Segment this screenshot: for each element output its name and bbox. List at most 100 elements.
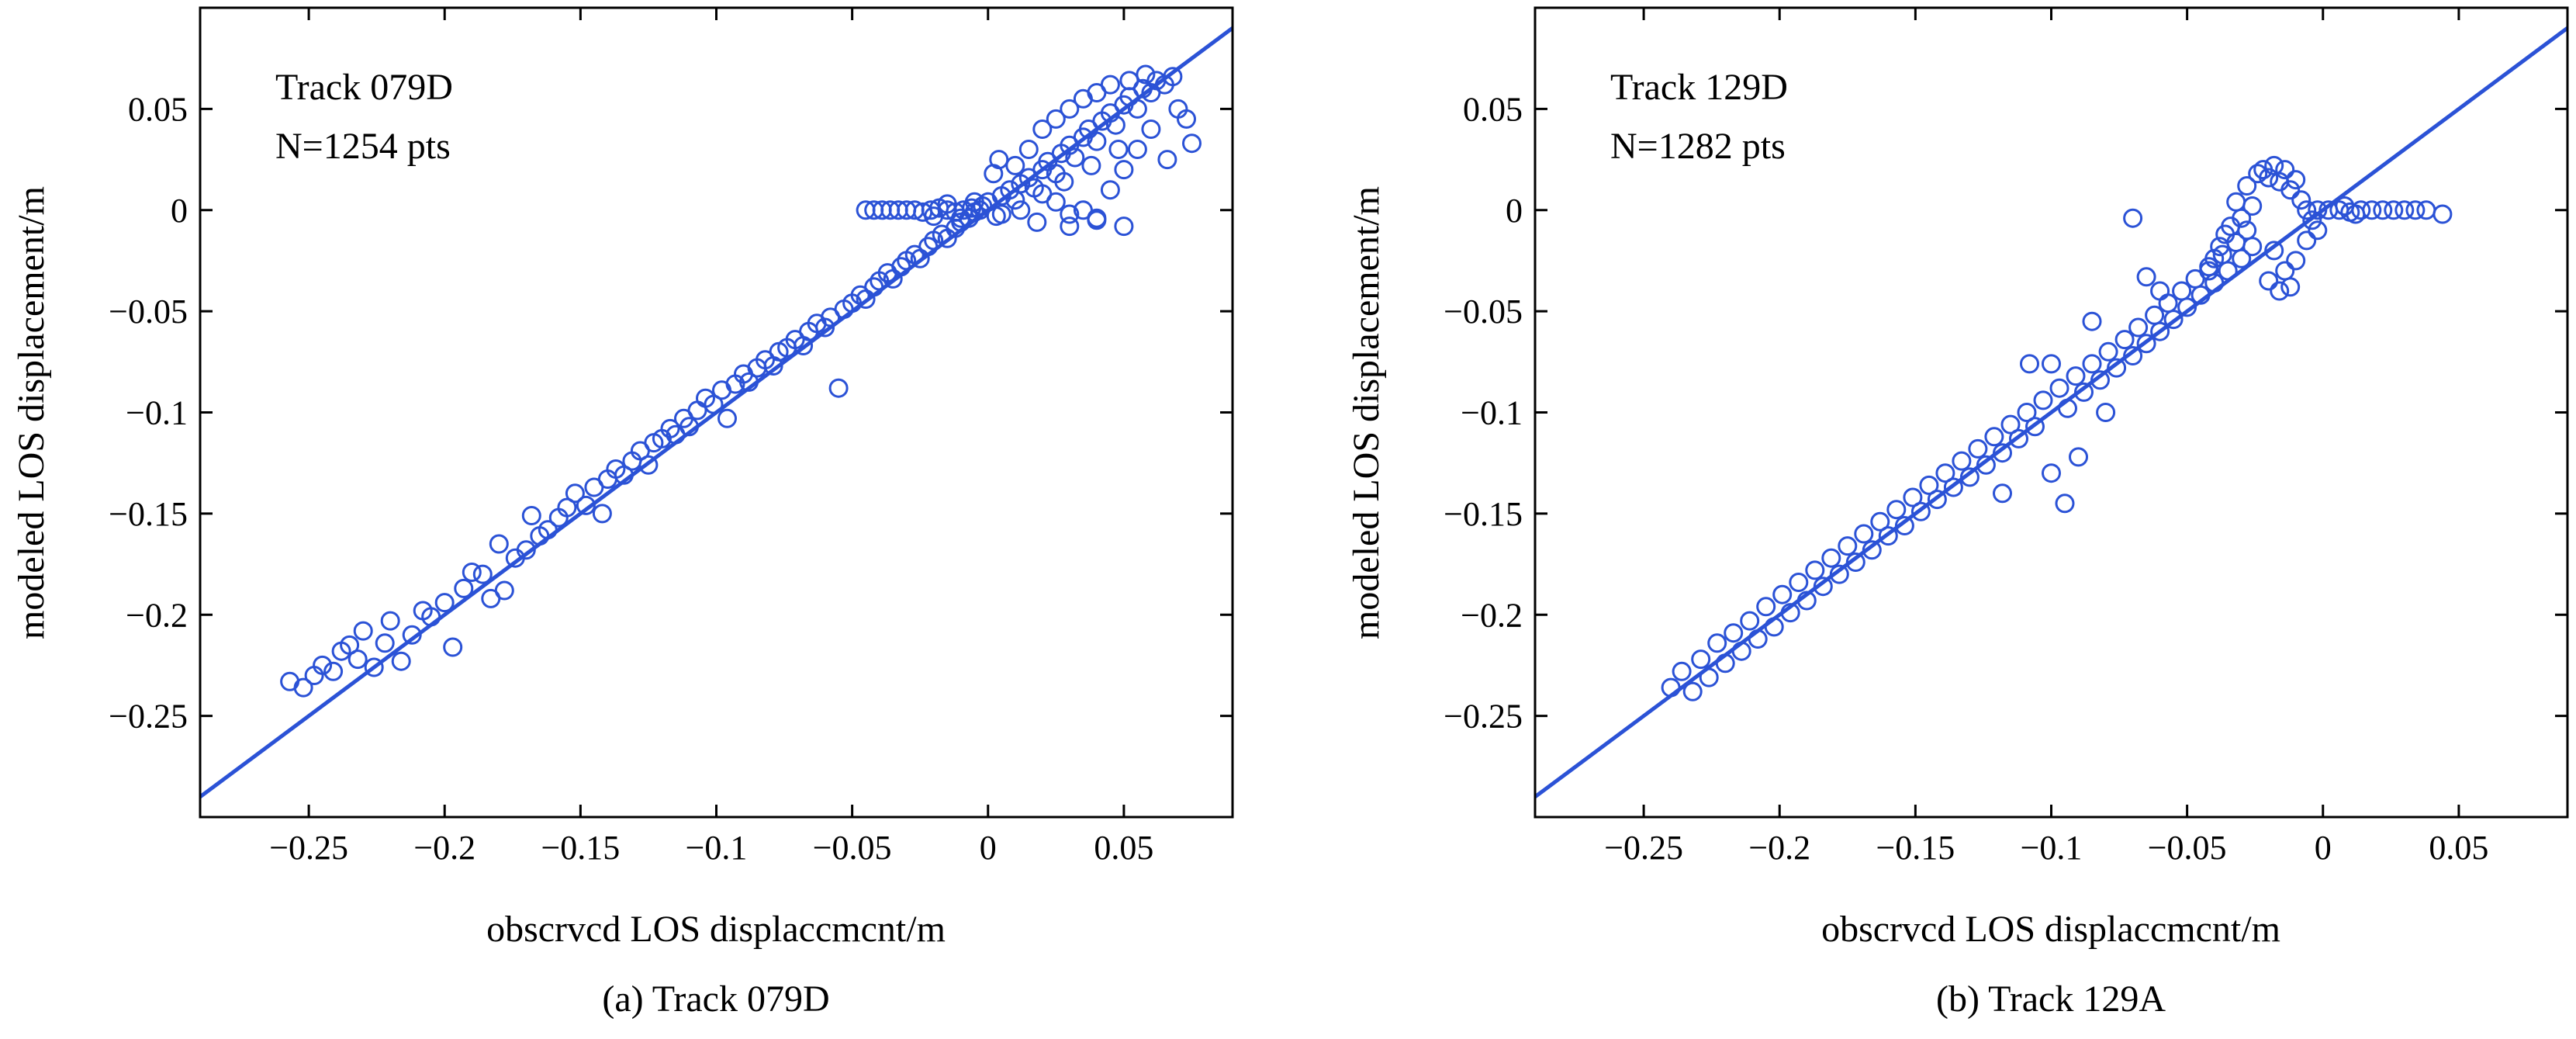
y-tick-label: −0.15 <box>1444 495 1523 533</box>
data-point <box>2270 281 2290 301</box>
data-point <box>2199 261 2219 281</box>
data-point <box>1054 171 1074 192</box>
annotation-track: Track 079D <box>275 67 453 108</box>
data-point <box>1984 427 2004 447</box>
data-point <box>2259 271 2279 291</box>
panel-caption: (a) Track 079D <box>602 978 829 1020</box>
data-point <box>1119 71 1139 91</box>
data-point <box>687 400 707 421</box>
data-point <box>494 580 514 601</box>
data-point <box>2123 208 2143 228</box>
data-point <box>353 621 373 641</box>
y-tick-label: 0 <box>171 192 188 230</box>
data-point <box>391 651 411 671</box>
data-point <box>348 649 368 670</box>
x-axis-label: obscrvcd LOS displaccmcnt/m <box>1821 909 2280 950</box>
data-point <box>2291 190 2311 210</box>
data-point <box>1081 155 1101 175</box>
x-tick-label: −0.1 <box>686 829 748 867</box>
y-tick-label: −0.25 <box>109 698 188 736</box>
x-tick-label: −0.2 <box>413 829 475 867</box>
data-point <box>924 206 944 227</box>
data-point <box>1032 119 1053 139</box>
x-axis-label: obscrvcd LOS displaccmcnt/m <box>486 909 946 950</box>
data-point <box>660 418 680 438</box>
data-point <box>1087 131 1107 151</box>
data-point <box>2405 200 2426 220</box>
data-point <box>2237 176 2257 196</box>
y-tick-label: −0.05 <box>109 293 188 331</box>
data-point <box>2049 378 2069 398</box>
data-point <box>1854 524 1874 544</box>
x-tick-label: −0.2 <box>1748 829 1810 867</box>
data-point <box>2248 164 2268 184</box>
x-tick-label: −0.1 <box>2021 829 2083 867</box>
data-point <box>717 408 737 428</box>
x-tick-label: −0.25 <box>269 829 348 867</box>
identity-line <box>200 25 1233 800</box>
data-point <box>1707 633 1727 653</box>
data-point <box>1919 475 1939 495</box>
data-point <box>1108 140 1129 159</box>
data-point <box>2069 447 2088 467</box>
data-point <box>2373 200 2393 220</box>
data-point <box>1789 573 1809 592</box>
annotation-track: Track 129D <box>1610 67 1788 108</box>
data-point <box>2000 414 2021 435</box>
y-tick-label: 0 <box>1506 192 1523 230</box>
data-point <box>1886 500 1907 520</box>
data-point <box>2210 237 2230 257</box>
data-point <box>1100 180 1120 200</box>
data-point <box>565 483 585 504</box>
data-point <box>1087 208 1107 228</box>
data-point <box>2033 390 2053 410</box>
data-point <box>2082 354 2102 374</box>
data-point <box>2082 311 2102 331</box>
data-point <box>2297 200 2317 220</box>
x-tick-label: −0.15 <box>1876 829 1955 867</box>
data-point <box>1821 548 1841 568</box>
data-point <box>1943 477 1963 497</box>
data-point <box>1740 611 1760 631</box>
data-point <box>1127 140 1147 159</box>
data-point <box>1903 487 1923 507</box>
data-point <box>1027 212 1047 232</box>
data-point <box>1672 661 1692 681</box>
data-point <box>964 192 984 212</box>
y-tick-label: −0.1 <box>1461 394 1523 432</box>
data-point <box>951 208 971 228</box>
data-point <box>2096 403 2116 422</box>
data-point <box>1177 109 1196 129</box>
data-point <box>2172 281 2192 301</box>
data-point <box>2204 248 2225 268</box>
data-point <box>521 506 541 525</box>
y-tick-label: 0.05 <box>128 90 188 128</box>
x-tick-label: −0.05 <box>2148 829 2227 867</box>
data-point <box>2009 428 2028 449</box>
data-point <box>991 204 1011 224</box>
data-point <box>638 455 659 475</box>
panel-caption: (b) Track 129A <box>1936 978 2166 1020</box>
data-point <box>2150 281 2170 301</box>
data-point <box>1005 155 1025 175</box>
data-point <box>557 497 577 518</box>
data-point <box>1838 536 1858 556</box>
y-tick-label: 0.05 <box>1463 90 1523 128</box>
data-point <box>1691 649 1711 670</box>
data-point <box>1927 490 1947 510</box>
data-point <box>2394 200 2415 220</box>
data-point <box>454 578 474 598</box>
y-axis: 0.05 0 −0.05 −0.1 −0.15 −0.2 −0.25 <box>109 90 1233 736</box>
data-point <box>2416 200 2436 220</box>
y-tick-label: −0.2 <box>126 596 188 634</box>
data-point <box>1910 501 1931 521</box>
data-point <box>2017 403 2037 422</box>
data-point <box>2145 305 2165 325</box>
data-point <box>592 504 612 524</box>
y-tick-label: −0.05 <box>1444 293 1523 331</box>
data-point <box>1100 74 1120 95</box>
data-point <box>2055 494 2075 514</box>
identity-line <box>1535 25 2567 800</box>
data-point <box>293 677 313 698</box>
x-axis: −0.25 −0.2 −0.15 −0.1 −0.05 0 0.05 <box>269 8 1153 867</box>
